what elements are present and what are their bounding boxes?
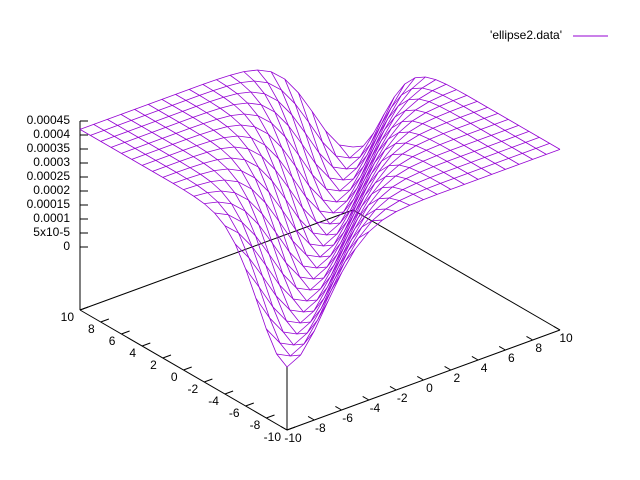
- x-tick-label: 2: [453, 371, 460, 385]
- x-tick-label: 0: [426, 381, 433, 395]
- z-tick-label: 0.00025: [27, 169, 71, 183]
- surface-row: [131, 83, 406, 203]
- y-tick: [183, 366, 192, 371]
- base-border: [79, 209, 354, 311]
- surface-column: [134, 109, 342, 324]
- surface-column: [339, 87, 547, 159]
- y-tick-label: 8: [88, 322, 95, 336]
- surface-column: [120, 114, 329, 335]
- y-tick: [224, 390, 234, 395]
- y-tick: [204, 378, 213, 383]
- x-tick-label: -10: [284, 431, 302, 445]
- surface-column: [175, 94, 383, 291]
- surface-column: [107, 119, 315, 346]
- base-border: [352, 209, 561, 331]
- y-tick-label: 2: [150, 358, 157, 372]
- surface-column: [216, 79, 424, 258]
- x-tick-label: -2: [397, 391, 408, 405]
- surface-column: [188, 89, 397, 280]
- x-tick-label: 8: [535, 341, 542, 355]
- x-tick-label: -4: [370, 401, 381, 415]
- x-tick: [335, 405, 342, 411]
- y-tick: [121, 330, 130, 335]
- y-tick: [245, 402, 254, 407]
- z-tick-label: 0.00045: [27, 113, 71, 127]
- y-tick-label: -2: [188, 382, 199, 396]
- x-tick: [498, 345, 506, 351]
- surface-column: [298, 92, 506, 192]
- y-tick-label: 0: [171, 370, 178, 384]
- surface-column: [270, 71, 479, 214]
- surface-column: [229, 74, 438, 247]
- y-tick-label: -6: [229, 406, 240, 420]
- x-tick: [362, 395, 370, 401]
- y-tick-label: 10: [61, 310, 75, 324]
- x-tick-label: 10: [559, 331, 573, 345]
- surface-row: [100, 91, 375, 170]
- y-tick-label: -10: [264, 430, 282, 444]
- y-tick: [286, 426, 296, 431]
- surface-column: [243, 71, 452, 236]
- surface-column: [284, 78, 492, 203]
- y-tick: [141, 342, 151, 347]
- surface-column: [148, 104, 356, 313]
- surface-column: [352, 76, 561, 150]
- x-tick-label: -8: [315, 421, 326, 435]
- x-tick: [307, 415, 315, 421]
- x-tick: [389, 385, 397, 391]
- x-tick: [526, 335, 533, 341]
- y-tick: [162, 354, 172, 359]
- x-tick: [471, 355, 479, 361]
- y-tick-label: -4: [208, 394, 219, 408]
- z-tick-label: 0.0004: [33, 127, 70, 141]
- z-tick-label: 0.0002: [33, 183, 70, 197]
- y-tick: [266, 414, 275, 419]
- y-tick-label: 6: [109, 334, 116, 348]
- z-tick-label: 0.00015: [27, 197, 71, 211]
- x-tick: [280, 425, 288, 431]
- y-tick-label: 4: [129, 346, 136, 360]
- x-tick: [553, 325, 561, 331]
- x-tick-label: 4: [481, 361, 488, 375]
- surface-column: [202, 84, 411, 269]
- surface-column: [93, 124, 301, 357]
- surface-column: [79, 129, 288, 368]
- z-tick-label: 0: [63, 239, 70, 253]
- surface-column: [257, 69, 465, 225]
- x-tick-label: 6: [508, 351, 515, 365]
- legend-label: 'ellipse2.data': [490, 28, 562, 42]
- surface-column: [325, 98, 533, 170]
- y-tick: [100, 318, 110, 323]
- x-tick: [444, 365, 452, 371]
- surface-column: [311, 109, 520, 181]
- surface-row: [79, 69, 354, 148]
- z-tick-label: 0.0003: [33, 155, 70, 169]
- surface-column: [161, 99, 370, 302]
- y-tick: [79, 306, 89, 311]
- y-tick-label: -8: [250, 418, 261, 432]
- z-tick-label: 0.00035: [27, 141, 71, 155]
- x-tick: [417, 375, 424, 381]
- z-tick-label: 5x10-5: [33, 225, 70, 239]
- x-tick-label: -6: [342, 411, 353, 425]
- z-tick-label: 0.0001: [33, 211, 70, 225]
